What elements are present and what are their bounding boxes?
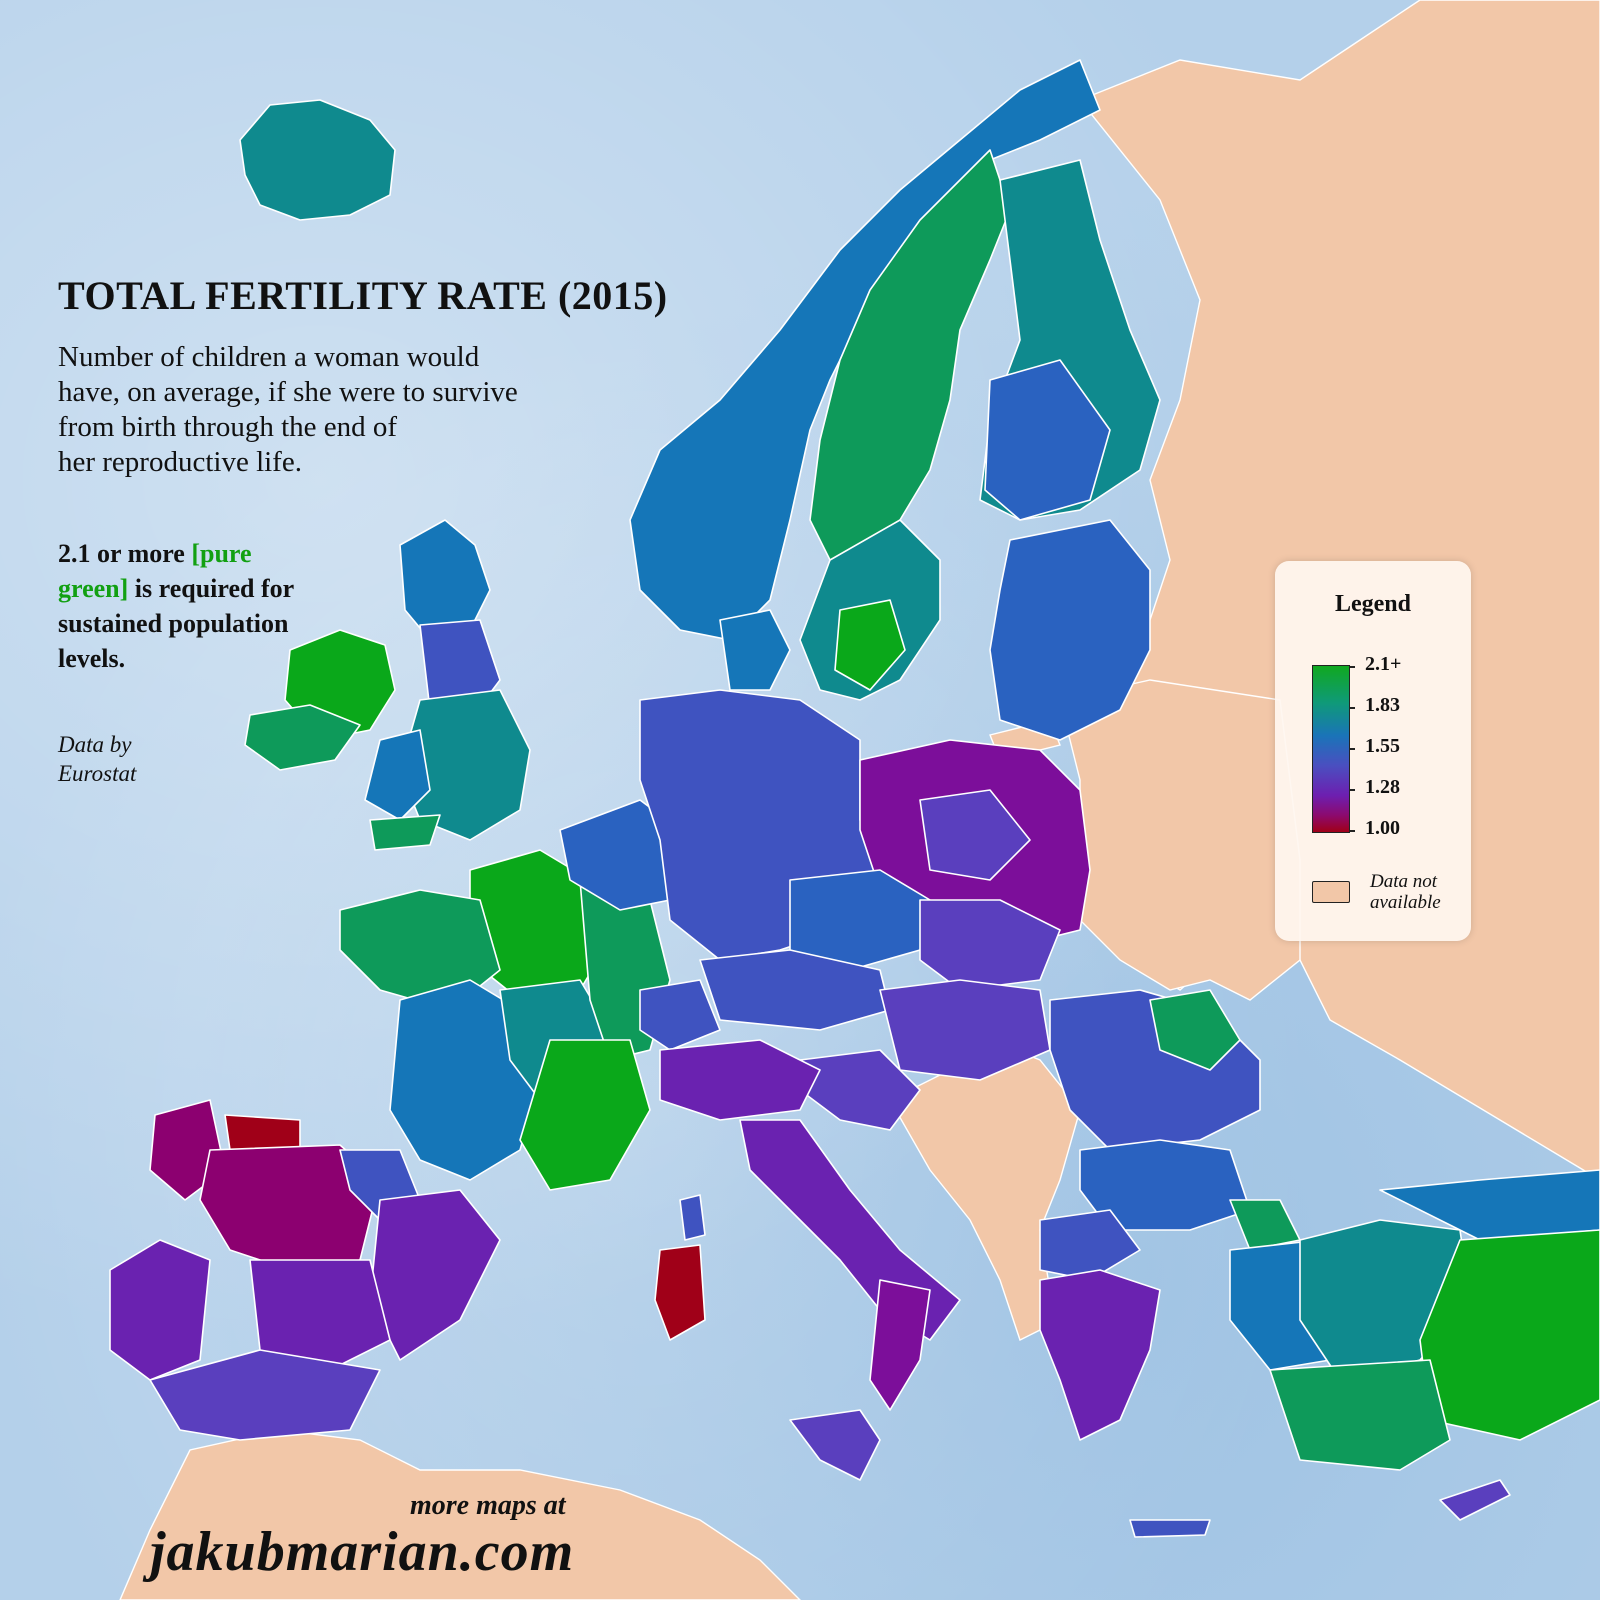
region-switzerland [639,979,721,1051]
credit-prefix: more maps at [410,1490,566,1521]
region-sardinia [654,1244,706,1341]
legend-color-scale [1312,665,1350,833]
subtitle-line: her reproductive life. [58,446,302,478]
region-belarus-ukraine [1059,679,1301,1001]
region-cornwall [369,814,441,851]
region-ireland-south [244,704,361,771]
region-wales [364,729,431,821]
subtitle-line: Number of children a woman would [58,341,480,373]
region-greece-north [1039,1209,1141,1281]
legend-tick [1349,666,1355,668]
region-sweden-sm [834,599,906,691]
region-bulgaria [1079,1139,1251,1231]
region-asturias [224,1114,301,1151]
region-italy-south [869,1279,931,1411]
region-italy-north [659,1039,821,1121]
legend-tick [1349,748,1355,750]
legend-tick [1349,707,1355,709]
region-corsica [679,1194,706,1241]
credit-website-link[interactable]: jakubmarian.com [150,1521,575,1583]
replacement-note: 2.1 or more [pure green] is required for… [58,536,318,676]
legend-label: 1.83 [1365,694,1400,716]
legend-tick [1349,830,1355,832]
no-data-swatch [1312,881,1350,903]
region-baltics [989,519,1151,741]
subtitle-line: from birth through the end of [58,411,398,443]
no-data-label-line2: available [1370,892,1441,913]
region-spain-east [369,1189,501,1361]
region-cyprus [1439,1479,1511,1521]
source-line2: Eurostat [58,761,137,786]
region-greece [1039,1269,1161,1441]
legend-label: 1.28 [1365,776,1400,798]
region-slovakia [919,899,1061,991]
region-romania-ne [1149,989,1241,1071]
legend-label-min: 1.00 [1365,817,1400,839]
region-denmark [719,609,791,691]
region-finland-south [984,359,1111,521]
region-iceland [239,99,396,221]
legend-panel: Legend 2.1+ 1.83 1.55 1.28 1.00 Data not… [1275,561,1471,941]
legend-label: 1.55 [1365,735,1400,757]
region-crete [1129,1519,1211,1538]
region-poland-central [919,789,1031,881]
region-sicily [789,1409,881,1481]
note-green-highlight: [pure green] [58,539,252,603]
region-france-sw [389,979,541,1181]
legend-title: Legend [1334,591,1411,617]
region-scotland [399,519,491,641]
subtitle-line: have, on average, if she were to survive [58,376,518,408]
region-turkey-thrace [1229,1199,1301,1251]
note-part2: is required for sustained population lev… [58,574,294,673]
legend-tick [1349,789,1355,791]
legend-label-max: 2.1+ [1365,653,1402,675]
map-subtitle: Number of children a woman would have, o… [58,340,618,480]
no-data-label: Data not available [1370,871,1441,913]
region-andalusia [149,1349,381,1441]
map-title: TOTAL FERTILITY RATE (2015) [58,273,668,318]
source-line1: Data by [58,732,132,757]
region-turkey-east [1419,1229,1600,1441]
region-portugal [109,1239,211,1381]
region-spain-castile [249,1259,391,1371]
region-north-africa [119,1429,801,1600]
note-part1: 2.1 or more [58,539,192,568]
region-turkey-black-sea [1379,1169,1600,1241]
region-france-se [519,1039,651,1191]
region-turkey-south [1269,1359,1451,1471]
no-data-label-line1: Data not [1370,871,1438,892]
data-source: Data by Eurostat [58,730,258,788]
